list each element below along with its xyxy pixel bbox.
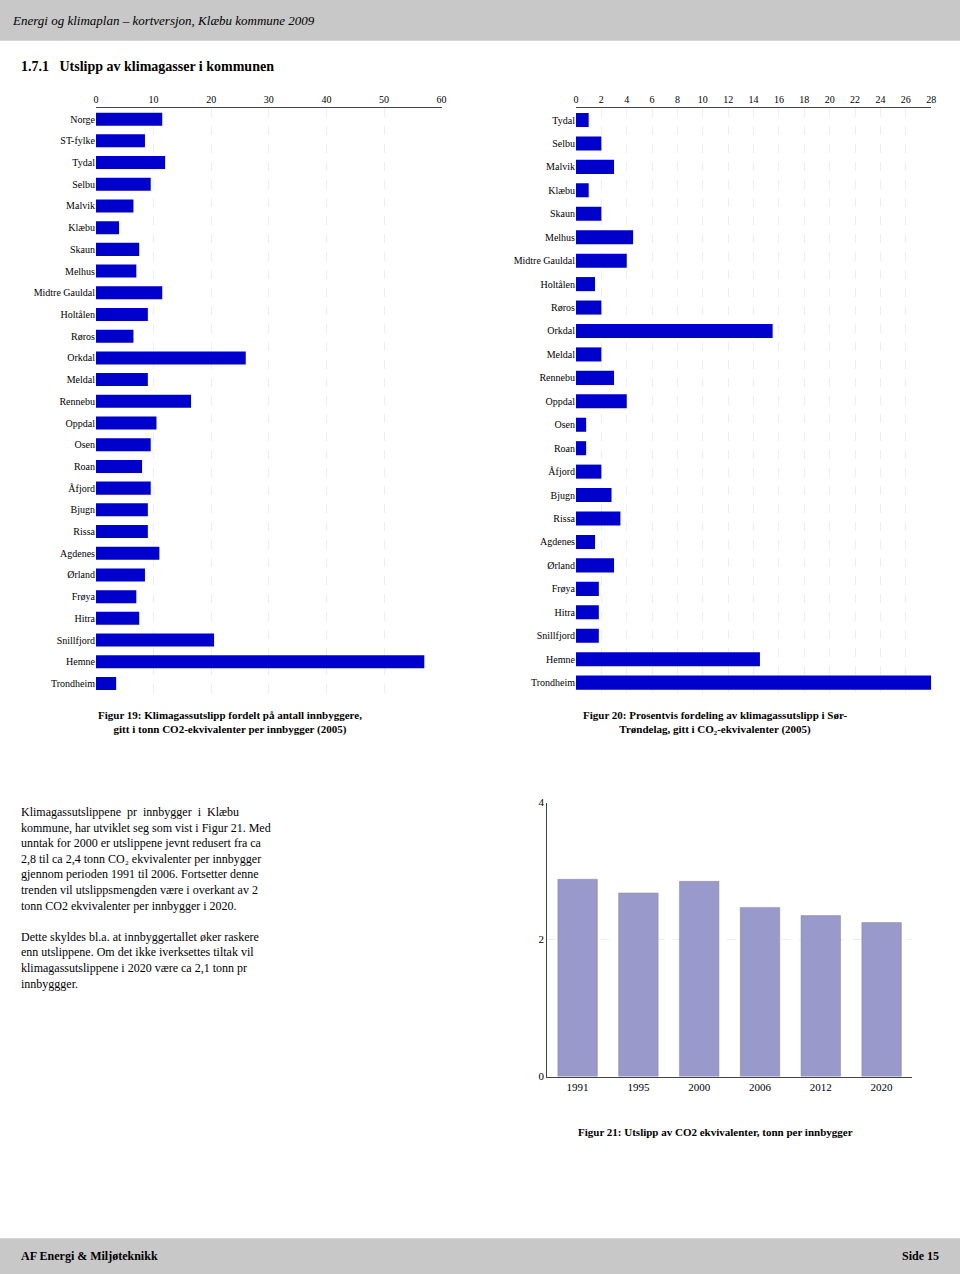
svg-text:Figur 21: Utslipp av CO2 ekviv: Figur 21: Utslipp av CO2 ekvivalenter, t… xyxy=(578,1126,853,1138)
svg-text:40: 40 xyxy=(321,94,331,105)
svg-text:Frøya: Frøya xyxy=(552,583,576,594)
svg-text:Energi og klimaplan – kortvers: Energi og klimaplan – kortversjon, Klæbu… xyxy=(12,13,315,28)
svg-text:6: 6 xyxy=(650,94,655,105)
svg-text:Malvik: Malvik xyxy=(66,200,95,211)
svg-text:Holtålen: Holtålen xyxy=(61,309,95,320)
svg-text:Roan: Roan xyxy=(554,443,575,454)
svg-text:Oppdal: Oppdal xyxy=(66,418,96,429)
svg-text:Rissa: Rissa xyxy=(73,526,95,537)
svg-text:Figur 19: Klimagassutslipp for: Figur 19: Klimagassutslipp fordelt på an… xyxy=(98,709,362,736)
svg-text:60: 60 xyxy=(437,94,447,105)
svg-text:Røros: Røros xyxy=(551,302,575,313)
svg-text:Midtre Gauldal: Midtre Gauldal xyxy=(34,287,96,298)
svg-text:Melhus: Melhus xyxy=(65,266,95,277)
svg-text:8: 8 xyxy=(675,94,680,105)
svg-text:26: 26 xyxy=(901,94,911,105)
svg-text:Klæbu: Klæbu xyxy=(548,185,575,196)
svg-text:Snillfjord: Snillfjord xyxy=(537,630,575,641)
svg-text:Norge: Norge xyxy=(70,114,95,125)
svg-text:Trondheim: Trondheim xyxy=(51,678,95,689)
svg-text:Meldal: Meldal xyxy=(67,374,96,385)
svg-text:Malvik: Malvik xyxy=(546,161,575,172)
svg-text:30: 30 xyxy=(264,94,274,105)
svg-text:Hemne: Hemne xyxy=(66,656,95,667)
svg-text:Midtre Gauldal: Midtre Gauldal xyxy=(514,255,576,266)
svg-text:2: 2 xyxy=(599,94,604,105)
svg-text:Trondheim: Trondheim xyxy=(531,677,575,688)
svg-text:Rennebu: Rennebu xyxy=(59,396,95,407)
svg-text:2: 2 xyxy=(539,933,545,945)
svg-text:Klæbu: Klæbu xyxy=(68,222,95,233)
svg-text:28: 28 xyxy=(926,94,936,105)
svg-text:0: 0 xyxy=(539,1070,545,1082)
svg-text:0: 0 xyxy=(94,94,99,105)
svg-text:Osen: Osen xyxy=(554,419,575,430)
svg-text:Selbu: Selbu xyxy=(72,179,95,190)
svg-text:Orkdal: Orkdal xyxy=(67,352,95,363)
svg-text:18: 18 xyxy=(799,94,809,105)
svg-text:22: 22 xyxy=(850,94,860,105)
svg-text:2012: 2012 xyxy=(810,1081,832,1093)
svg-text:12: 12 xyxy=(723,94,733,105)
svg-text:Selbu: Selbu xyxy=(552,138,575,149)
svg-text:10: 10 xyxy=(149,94,159,105)
svg-text:20: 20 xyxy=(206,94,216,105)
svg-text:Ørland: Ørland xyxy=(67,569,95,580)
svg-text:Agdenes: Agdenes xyxy=(60,548,95,559)
svg-text:2000: 2000 xyxy=(688,1081,711,1093)
svg-text:16: 16 xyxy=(774,94,784,105)
svg-text:Bjugn: Bjugn xyxy=(551,490,575,501)
svg-text:Åfjord: Åfjord xyxy=(548,466,575,477)
svg-text:Tydal: Tydal xyxy=(552,115,575,126)
svg-text:Skaun: Skaun xyxy=(550,208,575,219)
svg-text:1995: 1995 xyxy=(627,1081,650,1093)
svg-text:Hitra: Hitra xyxy=(74,613,95,624)
svg-text:2020: 2020 xyxy=(871,1081,894,1093)
svg-text:Klimagassutslippene pr innby: Klimagassutslippene pr innbygger i Klæbu… xyxy=(21,805,271,991)
svg-text:Bjugn: Bjugn xyxy=(71,504,95,515)
svg-text:Rennebu: Rennebu xyxy=(539,372,575,383)
svg-text:Agdenes: Agdenes xyxy=(540,536,575,547)
svg-text:50: 50 xyxy=(379,94,389,105)
svg-text:Side 15: Side 15 xyxy=(902,1249,939,1263)
svg-text:0: 0 xyxy=(574,94,579,105)
svg-text:Holtålen: Holtålen xyxy=(541,279,575,290)
svg-text:Åfjord: Åfjord xyxy=(68,483,95,494)
svg-text:Hemne: Hemne xyxy=(546,654,575,665)
svg-text:Skaun: Skaun xyxy=(70,244,95,255)
svg-text:1.7.1 Utslipp av klimagasser: 1.7.1 Utslipp av klimagasser i kommunen xyxy=(21,59,274,74)
svg-text:4: 4 xyxy=(539,796,545,808)
svg-text:Røros: Røros xyxy=(71,331,95,342)
svg-text:10: 10 xyxy=(698,94,708,105)
svg-text:Orkdal: Orkdal xyxy=(547,325,575,336)
svg-text:Hitra: Hitra xyxy=(554,607,575,618)
svg-text:14: 14 xyxy=(749,94,759,105)
svg-text:Figur 20: Prosentvis fordeling: Figur 20: Prosentvis fordeling av klimag… xyxy=(583,709,847,736)
svg-text:4: 4 xyxy=(624,94,629,105)
svg-text:Melhus: Melhus xyxy=(545,232,575,243)
svg-text:Meldal: Meldal xyxy=(547,349,576,360)
svg-text:Rissa: Rissa xyxy=(553,513,575,524)
svg-text:Osen: Osen xyxy=(74,439,95,450)
svg-text:Roan: Roan xyxy=(74,461,95,472)
svg-text:Oppdal: Oppdal xyxy=(546,396,576,407)
svg-text:ST-fylke: ST-fylke xyxy=(60,135,95,146)
svg-text:Ørland: Ørland xyxy=(547,560,575,571)
svg-text:Tydal: Tydal xyxy=(72,157,95,168)
svg-text:20: 20 xyxy=(825,94,835,105)
svg-text:Snillfjord: Snillfjord xyxy=(57,635,95,646)
svg-text:Frøya: Frøya xyxy=(72,591,96,602)
svg-text:AF Energi & Miljøteknikk: AF Energi & Miljøteknikk xyxy=(21,1249,158,1263)
svg-text:2006: 2006 xyxy=(749,1081,772,1093)
svg-text:1991: 1991 xyxy=(567,1081,589,1093)
svg-text:24: 24 xyxy=(875,94,885,105)
